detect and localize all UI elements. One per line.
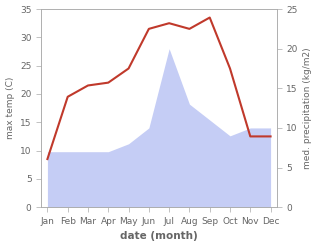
X-axis label: date (month): date (month) <box>120 231 198 242</box>
Y-axis label: max temp (C): max temp (C) <box>5 77 15 139</box>
Y-axis label: med. precipitation (kg/m2): med. precipitation (kg/m2) <box>303 47 313 169</box>
